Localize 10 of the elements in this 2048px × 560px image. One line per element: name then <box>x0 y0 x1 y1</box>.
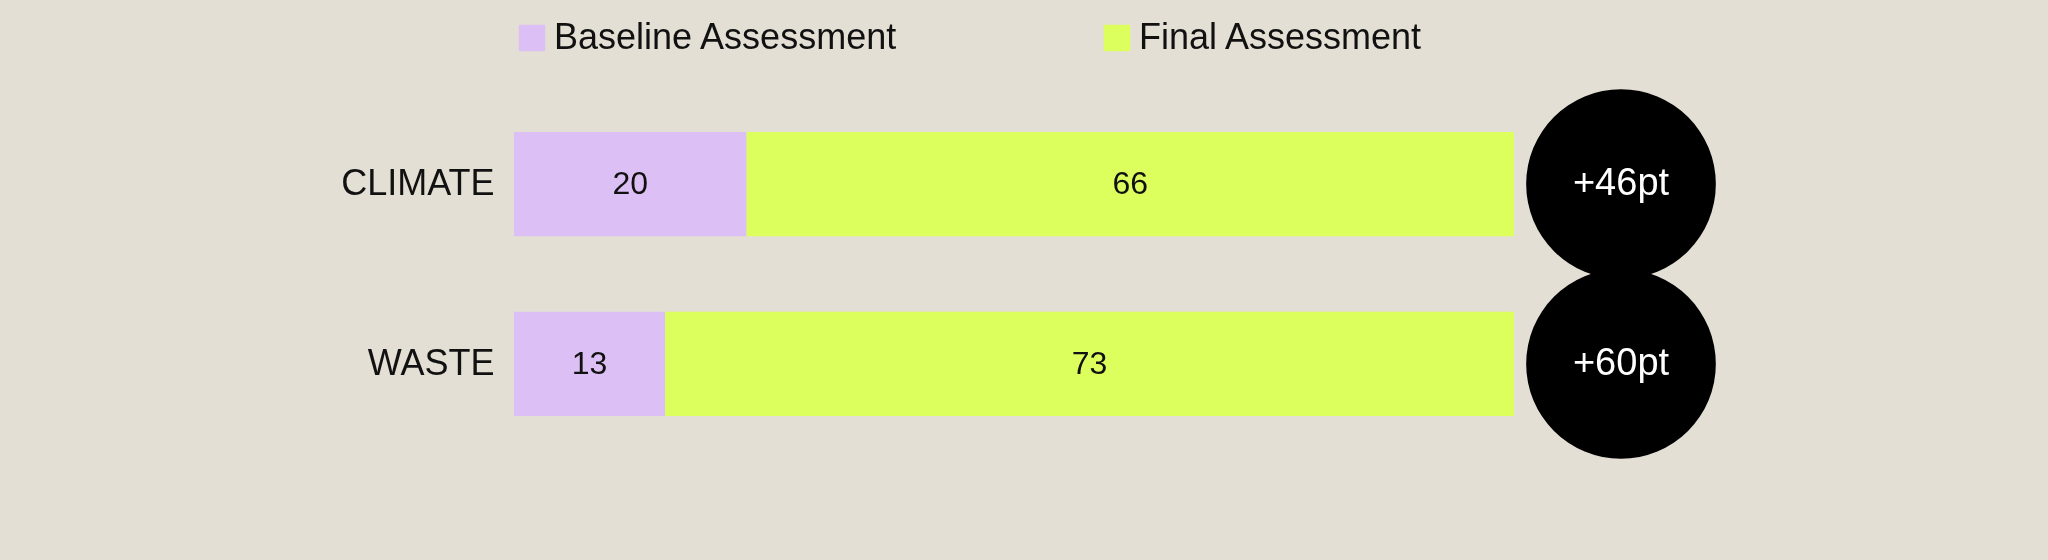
data-label: 73 <box>1071 344 1108 381</box>
y-tick-label: WASTE <box>367 341 495 383</box>
legend-label: Final Assessment <box>1139 16 1422 57</box>
annotation: +60pt <box>1572 340 1670 383</box>
y-tick-label: CLIMATE <box>341 162 495 204</box>
annotation: +46pt <box>1572 161 1670 204</box>
data-label: 13 <box>571 344 608 381</box>
data-label: 20 <box>612 165 649 202</box>
legend-label: Baseline Assessment <box>554 16 897 57</box>
data-label: 66 <box>1112 165 1149 202</box>
